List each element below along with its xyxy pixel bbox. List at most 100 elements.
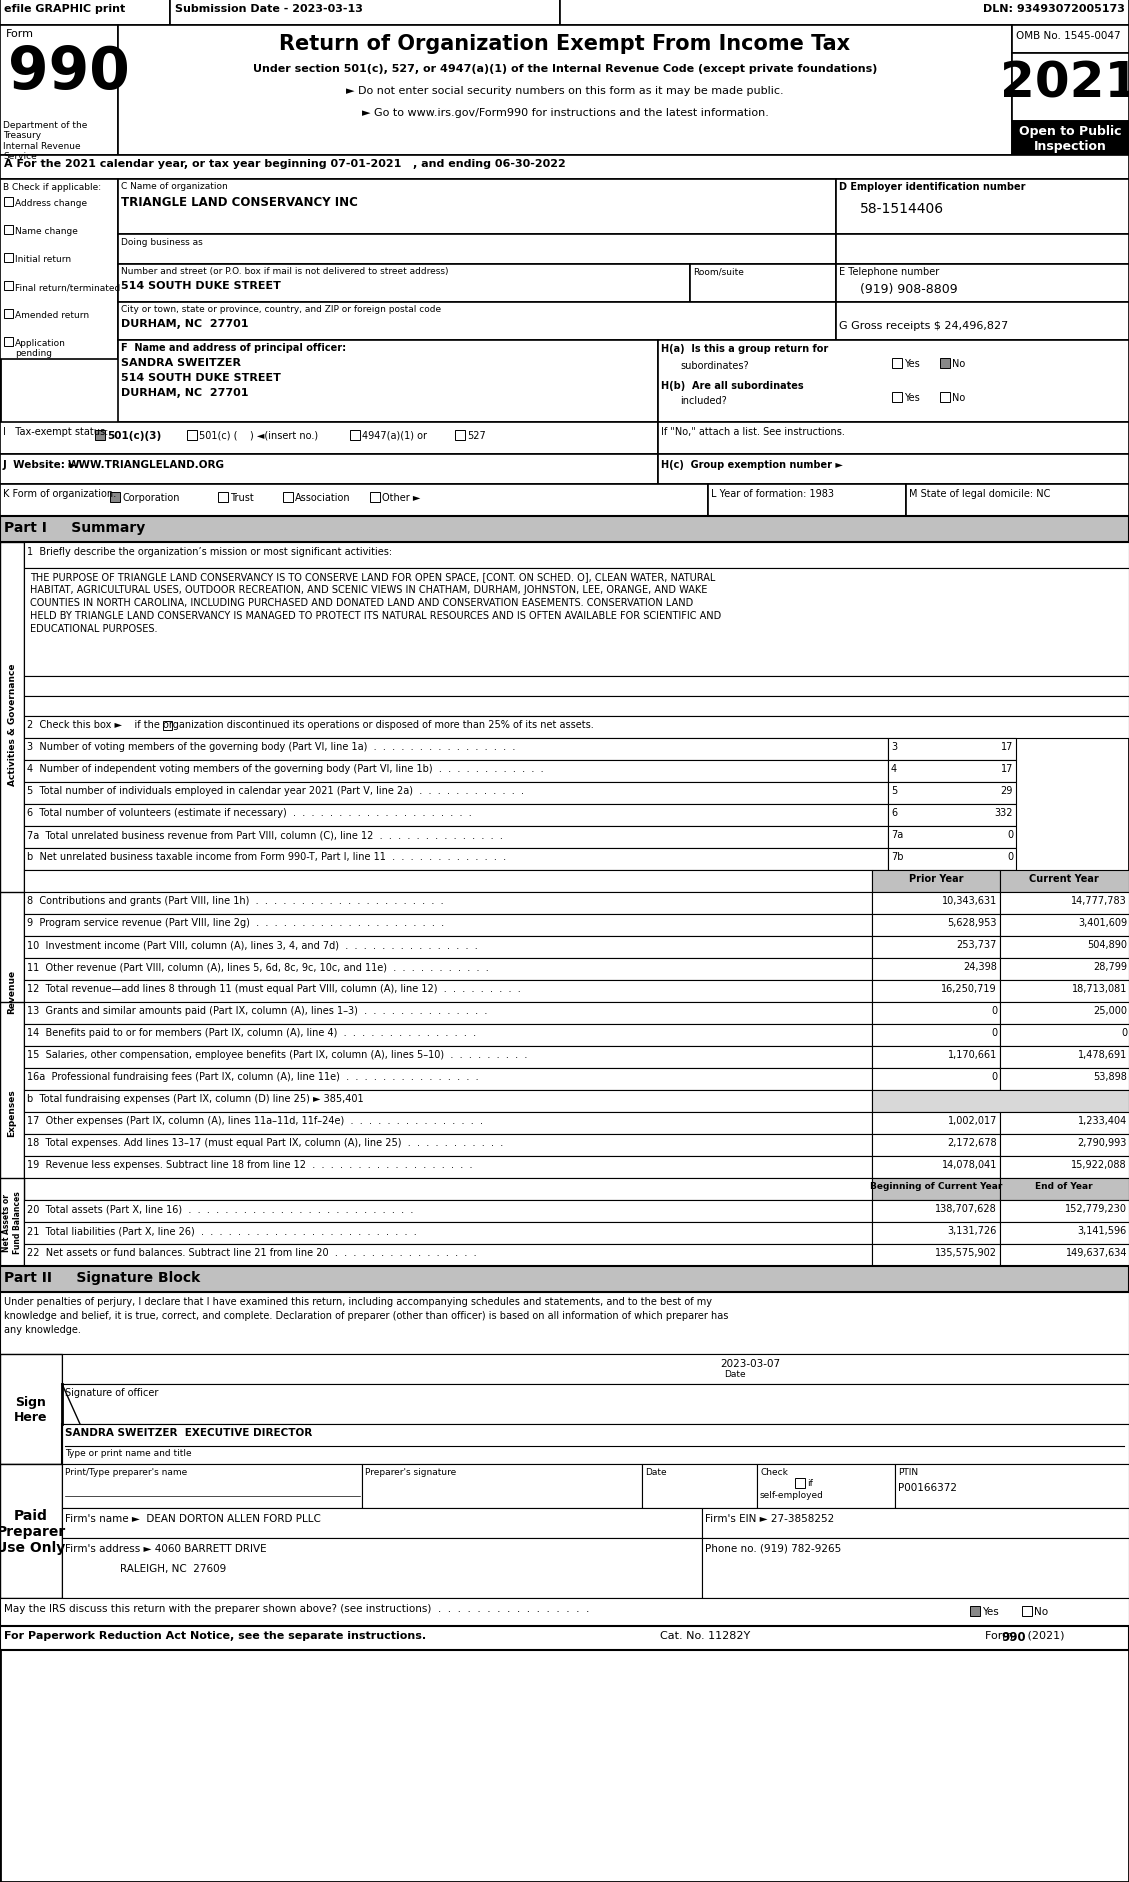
Text: 18,713,081: 18,713,081 [1071, 984, 1127, 994]
Text: H(c)  Group exemption number ►: H(c) Group exemption number ► [660, 459, 843, 470]
Text: 58-1514406: 58-1514406 [860, 201, 944, 216]
Text: EDUCATIONAL PURPOSES.: EDUCATIONAL PURPOSES. [30, 623, 158, 634]
Bar [0, 1178, 24, 1267]
Bar [940, 359, 949, 369]
Text: D Employer identification number: D Employer identification number [839, 183, 1025, 192]
Text: 7a  Total unrelated business revenue from Part VIII, column (C), line 12  .  .  : 7a Total unrelated business revenue from… [27, 830, 502, 839]
Text: 990: 990 [8, 43, 130, 102]
Bar [889, 783, 1016, 805]
Text: 25,000: 25,000 [1093, 1005, 1127, 1016]
Bar [0, 1267, 1129, 1293]
Text: Beginning of Current Year: Beginning of Current Year [869, 1182, 1003, 1191]
Bar [872, 1090, 1129, 1112]
Bar [1022, 1605, 1032, 1617]
Text: 0: 0 [1007, 830, 1013, 839]
Bar [872, 1112, 1000, 1135]
Text: Amended return: Amended return [15, 311, 89, 320]
Text: 0: 0 [991, 1005, 997, 1016]
Bar [0, 1355, 62, 1464]
Text: self-employed: self-employed [760, 1491, 824, 1500]
Text: 332: 332 [995, 807, 1013, 817]
Bar [1012, 122, 1129, 156]
Bar [1000, 937, 1129, 958]
Text: Revenue: Revenue [8, 969, 17, 1014]
Text: included?: included? [680, 395, 727, 407]
Text: Room/suite: Room/suite [693, 267, 744, 277]
Bar [5, 339, 14, 346]
Text: knowledge and belief, it is true, correct, and complete. Declaration of preparer: knowledge and belief, it is true, correc… [5, 1310, 728, 1321]
Text: 4: 4 [891, 764, 898, 774]
Bar [0, 1598, 1129, 1626]
Bar [708, 486, 905, 518]
Text: 12  Total revenue—add lines 8 through 11 (must equal Part VIII, column (A), line: 12 Total revenue—add lines 8 through 11 … [27, 984, 520, 994]
Text: Firm's EIN ► 27-3858252: Firm's EIN ► 27-3858252 [704, 1513, 834, 1523]
Text: Final return/terminated: Final return/terminated [15, 282, 121, 292]
Bar [895, 1464, 1129, 1507]
Bar [5, 311, 14, 318]
Bar [110, 493, 120, 502]
Bar [62, 1385, 1129, 1425]
Text: 2023-03-07: 2023-03-07 [720, 1359, 780, 1368]
Bar [892, 359, 902, 369]
Bar [24, 1244, 872, 1267]
Text: 3,401,609: 3,401,609 [1078, 918, 1127, 928]
Text: SANDRA SWEITZER  EXECUTIVE DIRECTOR: SANDRA SWEITZER EXECUTIVE DIRECTOR [65, 1427, 313, 1438]
Bar [872, 937, 1000, 958]
Text: Name change: Name change [15, 228, 78, 235]
Text: PTIN: PTIN [898, 1468, 918, 1475]
Text: HELD BY TRIANGLE LAND CONSERVANCY IS MANAGED TO PROTECT ITS NATURAL RESOURCES AN: HELD BY TRIANGLE LAND CONSERVANCY IS MAN… [30, 610, 721, 621]
Text: WWW.TRIANGLELAND.ORG: WWW.TRIANGLELAND.ORG [68, 459, 225, 470]
Bar [119, 235, 835, 265]
Text: 18  Total expenses. Add lines 13–17 (must equal Part IX, column (A), line 25)  .: 18 Total expenses. Add lines 13–17 (must… [27, 1137, 504, 1148]
Text: Signature of officer: Signature of officer [65, 1387, 158, 1396]
Bar [24, 1003, 872, 1024]
Text: If "No," attach a list. See instructions.: If "No," attach a list. See instructions… [660, 427, 844, 437]
Bar [0, 1293, 1129, 1355]
Text: b  Net unrelated business taxable income from Form 990-T, Part I, line 11  .  . : b Net unrelated business taxable income … [27, 851, 506, 862]
Bar [24, 1201, 872, 1221]
Text: Yes: Yes [982, 1605, 999, 1617]
Text: 5: 5 [891, 785, 898, 796]
Text: City or town, state or province, country, and ZIP or foreign postal code: City or town, state or province, country… [121, 305, 441, 314]
Bar [0, 486, 708, 518]
Bar [0, 542, 24, 907]
Bar [119, 181, 835, 235]
Text: 1,170,661: 1,170,661 [947, 1050, 997, 1060]
Text: 19  Revenue less expenses. Subtract line 18 from line 12  .  .  .  .  .  .  .  .: 19 Revenue less expenses. Subtract line … [27, 1159, 473, 1169]
Bar [24, 738, 889, 760]
Text: Check: Check [760, 1468, 788, 1475]
Text: 16a  Professional fundraising fees (Part IX, column (A), line 11e)  .  .  .  .  : 16a Professional fundraising fees (Part … [27, 1071, 479, 1082]
Text: I   Tax-exempt status:: I Tax-exempt status: [3, 427, 108, 437]
Text: Submission Date - 2023-03-13: Submission Date - 2023-03-13 [175, 4, 362, 13]
Bar [0, 156, 1129, 181]
Text: Under penalties of perjury, I declare that I have examined this return, includin: Under penalties of perjury, I declare th… [5, 1297, 712, 1306]
Bar [970, 1605, 980, 1617]
Text: Number and street (or P.O. box if mail is not delivered to street address): Number and street (or P.O. box if mail i… [121, 267, 448, 277]
Text: Sign
Here: Sign Here [15, 1395, 47, 1423]
Text: DURHAM, NC  27701: DURHAM, NC 27701 [121, 388, 248, 397]
Bar [0, 518, 1129, 542]
Text: 0: 0 [1121, 1028, 1127, 1037]
Text: efile GRAPHIC print: efile GRAPHIC print [5, 4, 125, 13]
Bar [872, 958, 1000, 981]
Bar [24, 678, 1129, 696]
Text: TRIANGLE LAND CONSERVANCY INC: TRIANGLE LAND CONSERVANCY INC [121, 196, 358, 209]
Bar [283, 493, 294, 502]
Text: 2021: 2021 [1000, 58, 1129, 107]
Bar [24, 696, 1129, 717]
Text: Firm's address ► 4060 BARRETT DRIVE: Firm's address ► 4060 BARRETT DRIVE [65, 1543, 266, 1553]
Bar [658, 341, 1129, 423]
Text: 10  Investment income (Part VIII, column (A), lines 3, 4, and 7d)  .  .  .  .  .: 10 Investment income (Part VIII, column … [27, 939, 478, 950]
Bar [24, 805, 889, 826]
Text: Net Assets or
Fund Balances: Net Assets or Fund Balances [2, 1191, 21, 1253]
Bar [95, 431, 105, 440]
Bar [1000, 981, 1129, 1003]
Text: 149,637,634: 149,637,634 [1066, 1248, 1127, 1257]
Bar [62, 1355, 1129, 1385]
Bar [690, 265, 835, 303]
Text: 3  Number of voting members of the governing body (Part VI, line 1a)  .  .  .  .: 3 Number of voting members of the govern… [27, 742, 515, 751]
Bar [24, 826, 889, 849]
Bar [1000, 1024, 1129, 1046]
Bar [0, 181, 119, 359]
Text: 504,890: 504,890 [1087, 939, 1127, 950]
